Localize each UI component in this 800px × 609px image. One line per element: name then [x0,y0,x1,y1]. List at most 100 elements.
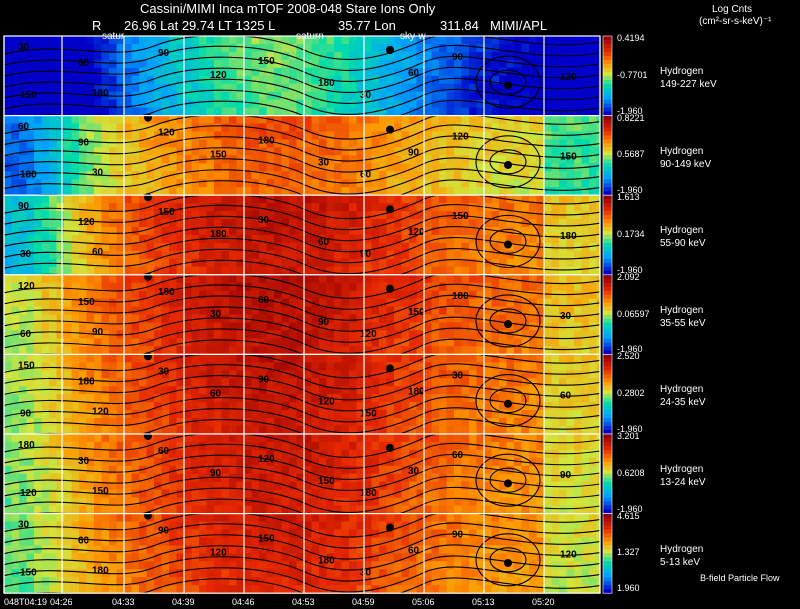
contour-label: 120 [408,227,425,238]
flow-marker [144,511,152,520]
contour-label: 90 [258,374,270,385]
contour-label: 30 [360,568,372,579]
contour-label: 30 [92,168,104,179]
panel-7: 30 60 90 120 150 180 30 60 90 120 150 180 [3,511,601,594]
contour-label: 90 [318,317,330,328]
heatmap-cells [4,513,600,594]
contour-label: 150 [258,534,275,545]
contour-label: 90 [18,201,30,212]
contour-label: 180 [452,291,469,302]
heatmap-cells [4,195,600,275]
contour-label: 30 [318,158,330,169]
contour-label: 150 [360,408,377,419]
contour-label: 30 [258,215,270,226]
contour-label: 60 [78,536,90,547]
contour-label: 90 [158,48,170,59]
contour-label: 90 [452,530,464,541]
colorbar-mid: 0.06597 [617,308,650,319]
contour-label: 180 [92,88,109,99]
contour-label: 60 [408,68,420,79]
b-field-marker [504,479,512,488]
panel-energy: 55-90 keV [660,238,706,250]
panel-species: Hydrogen [660,145,704,157]
contour-label: 180 [318,78,335,89]
contour-label: 30 [158,366,170,377]
contour-label: 60 [318,237,330,248]
b-field-marker [504,160,512,169]
colorbar-7 [602,513,613,594]
marker-saturn: saturn [296,31,324,42]
panel-2: 60 90 120 150 180 30 60 90 120 150 180 30 [3,113,601,196]
colorbar-2 [602,115,613,196]
contour-label: 30 [408,466,420,477]
contour-label: 30 [18,520,30,531]
colorbar-min: -1.960 [617,344,643,355]
contour-label: 150 [20,568,37,579]
contour-label: 150 [258,56,275,67]
contour-label: 180 [158,287,175,298]
units-line2: (cm²-sr-s-keV)⁻¹ [699,16,772,27]
units-line1: Log Cnts [712,4,753,15]
contour-label: 60 [452,450,464,461]
contour-label: 60 [20,329,32,340]
lon-label: 35.77 Lon [338,18,396,33]
colorbar-min: 1.960 [617,583,640,594]
panel-energy: 24-35 keV [660,397,706,409]
chart-title: Cassini/MIMI Inca mTOF 2008-048 Stare Io… [140,1,436,16]
flow-marker [144,113,152,122]
panel-energy: 90-149 keV [660,158,712,170]
contour-label: 150 [318,476,335,487]
contour-label: 90 [20,408,32,419]
colorbar-6 [602,433,613,515]
colorbar-5 [602,354,613,435]
contour-label: 180 [92,566,109,577]
contour-label: 90 [560,470,572,481]
panel-species: Hydrogen [660,304,704,316]
contour-label: 150 [408,307,425,318]
contour-label: 120 [78,217,95,228]
colorbar-max: 4.615 [617,510,640,521]
contour-label: 120 [258,454,275,465]
contour-label: 30 [560,311,572,322]
geometry-label: 26.96 Lat 29.74 LT 1325 L [124,18,276,33]
sky-marker [386,523,394,532]
contour-label: 30 [20,249,32,260]
contour-label: 120 [18,281,35,292]
x-tick-label: 05:06 [412,597,435,607]
b-field-marker [504,240,512,249]
lon-value: 311.84 [440,18,479,33]
panel-species: Hydrogen [660,464,704,475]
sky-marker [386,444,394,452]
x-tick-label: 04:53 [292,597,315,607]
panel-species: Hydrogen [660,225,704,237]
colorbar-mid: 0.5687 [617,149,645,160]
panel-energy: 13-24 keV [660,477,706,488]
colorbar-min: -1.960 [617,424,643,434]
contour-label: 60 [560,390,572,401]
contour-label: 180 [18,440,35,451]
contour-label: 90 [452,52,464,63]
contour-label: 60 [92,247,104,258]
colorbars-group [602,35,613,594]
contour-label: 60 [360,170,372,181]
contour-label: 60 [258,295,270,306]
contour-label: 120 [360,329,377,340]
colorbar-min: -1.960 [617,185,643,196]
contour-label: 30 [18,42,30,53]
contour-label: 120 [210,548,227,559]
x-tick-label: 04:46 [232,597,255,607]
colorbar-max: 0.4194 [617,33,645,43]
panel-species: Hydrogen [660,66,704,77]
x-tick-label: 05:13 [472,597,495,607]
contour-label: 180 [258,136,275,147]
contour-label: 60 [210,388,222,399]
contour-label: 120 [560,72,577,83]
contour-label: 180 [560,231,577,242]
contour-label: 150 [158,207,175,218]
contour-label: 60 [158,446,170,457]
contour-label: 180 [408,386,425,397]
colorbar-max: 1.613 [617,192,640,203]
panel-species: Hydrogen [660,543,704,555]
contour-label: 90 [360,249,372,260]
panels-group: 30 60 90 120 150 180 30 60 90 120 150 180 60 90 120 150… [3,35,601,594]
